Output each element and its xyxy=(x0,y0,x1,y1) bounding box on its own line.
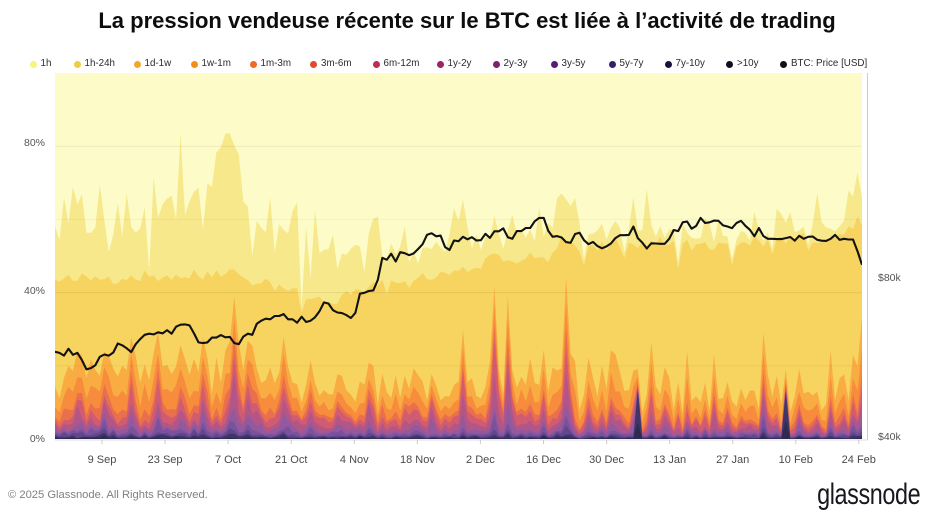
svg-text:40%: 40% xyxy=(24,285,45,297)
svg-text:23 Sep: 23 Sep xyxy=(148,454,183,466)
svg-text:80%: 80% xyxy=(24,137,45,149)
svg-text:$40k: $40k xyxy=(878,431,902,443)
svg-text:30 Dec: 30 Dec xyxy=(589,454,624,466)
svg-text:21 Oct: 21 Oct xyxy=(275,454,307,466)
svg-text:18 Nov: 18 Nov xyxy=(400,454,435,466)
svg-text:4 Nov: 4 Nov xyxy=(340,454,369,466)
svg-text:10 Feb: 10 Feb xyxy=(779,454,813,466)
svg-text:13 Jan: 13 Jan xyxy=(653,454,686,466)
svg-text:2 Dec: 2 Dec xyxy=(466,454,495,466)
svg-text:0%: 0% xyxy=(30,433,45,445)
svg-text:9 Sep: 9 Sep xyxy=(88,454,117,466)
svg-text:27 Jan: 27 Jan xyxy=(716,454,749,466)
svg-text:16 Dec: 16 Dec xyxy=(526,454,561,466)
svg-text:24 Feb: 24 Feb xyxy=(842,454,876,466)
svg-text:7 Oct: 7 Oct xyxy=(215,454,241,466)
svg-text:$80k: $80k xyxy=(878,272,902,284)
